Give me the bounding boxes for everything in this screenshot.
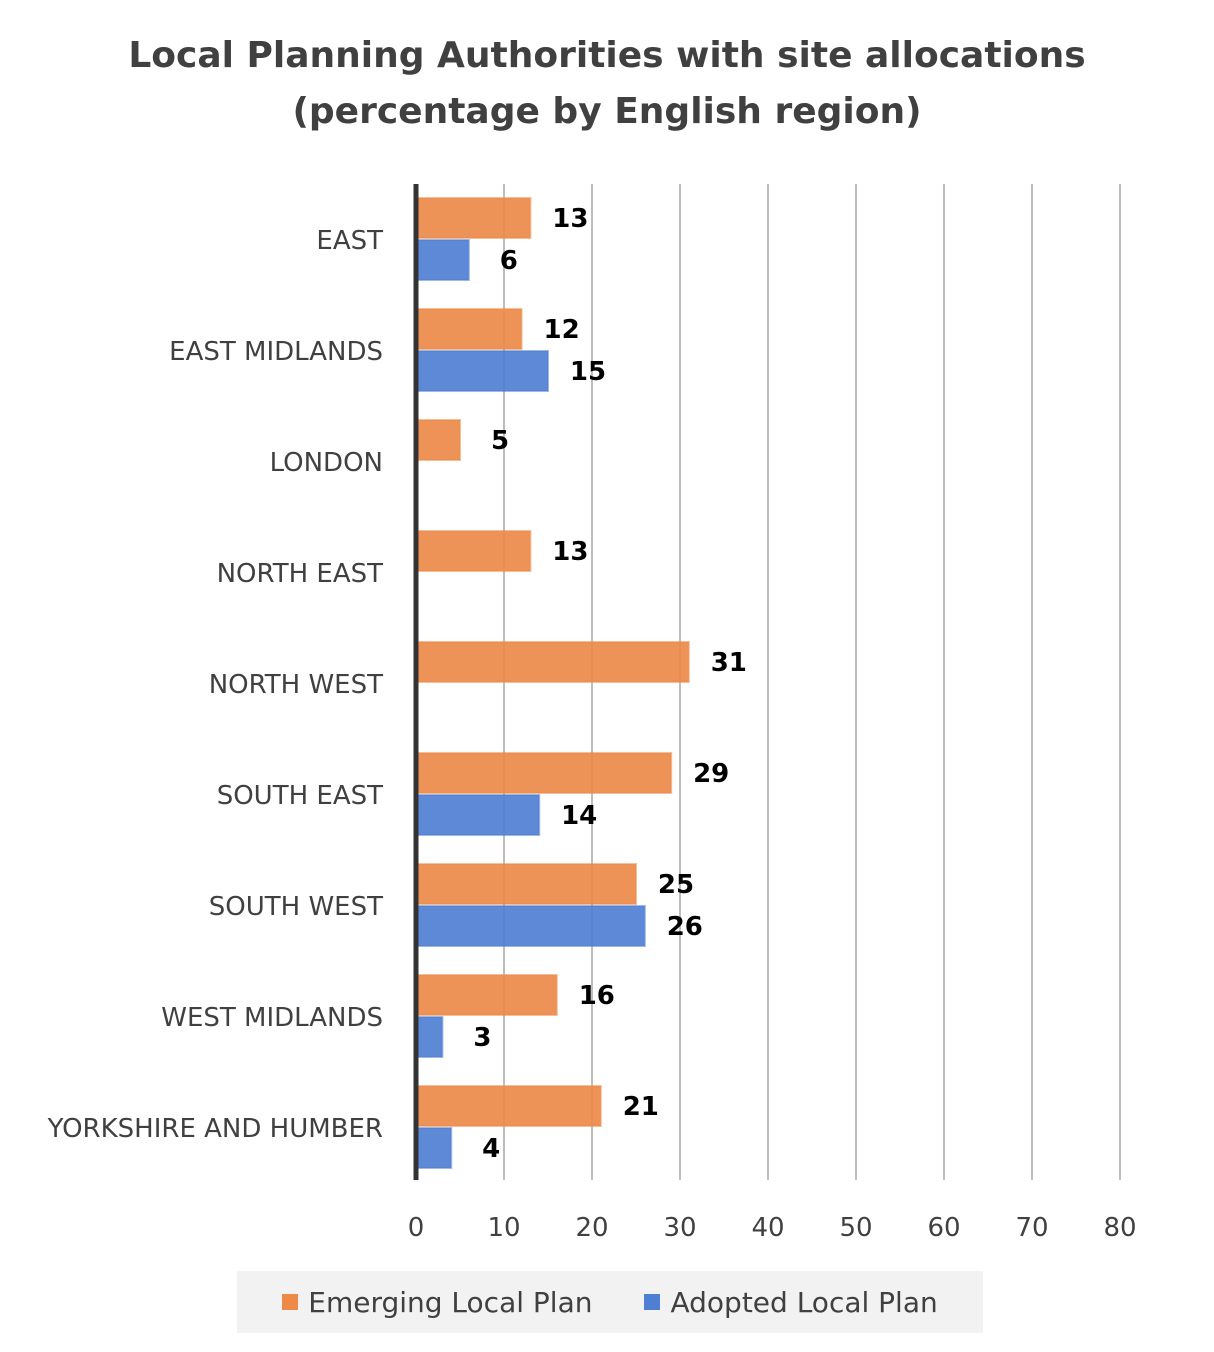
- data-label-emerging-east-midlands: 12: [544, 315, 580, 345]
- data-label-emerging-north-east: 13: [552, 537, 588, 567]
- x-tick-label-60: 60: [927, 1213, 960, 1243]
- bar-emerging-north-west: [415, 641, 690, 683]
- x-tick-label-30: 30: [663, 1213, 696, 1243]
- x-tick-label-70: 70: [1015, 1213, 1048, 1243]
- legend-item-emerging: Emerging Local Plan: [282, 1286, 592, 1319]
- x-tick-label-10: 10: [487, 1213, 520, 1243]
- data-label-adopted-east: 6: [500, 246, 518, 276]
- bars: [415, 197, 690, 1169]
- data-label-adopted-south-east: 14: [561, 801, 597, 831]
- category-label-west-midlands: WEST MIDLANDS: [161, 1003, 383, 1033]
- legend-swatch-adopted: [644, 1294, 661, 1310]
- bar-emerging-south-west: [415, 863, 637, 905]
- category-label-london: LONDON: [270, 448, 383, 478]
- bar-chart: 0 10 20 30 40 50 60 70 80 13 6 EAST 12 15 EAST MIDLAND…: [47, 184, 1137, 1243]
- category-label-east: EAST: [316, 226, 383, 256]
- category-label-south-west: SOUTH WEST: [209, 892, 383, 922]
- chart-title-line-2: (percentage by English region): [292, 91, 922, 132]
- bar-adopted-yorkshire-and-humber: [415, 1127, 453, 1169]
- bar-emerging-yorkshire-and-humber: [415, 1085, 602, 1127]
- category-label-south-east: SOUTH EAST: [217, 781, 383, 811]
- x-tick-label-20: 20: [575, 1213, 608, 1243]
- x-tick-label-80: 80: [1103, 1213, 1136, 1243]
- x-tick-label-50: 50: [839, 1213, 872, 1243]
- x-tick-label-40: 40: [751, 1213, 784, 1243]
- data-label-emerging-west-midlands: 16: [579, 981, 615, 1011]
- x-tick-label-0: 0: [408, 1213, 425, 1243]
- data-label-emerging-london: 5: [491, 426, 509, 456]
- bar-emerging-east: [415, 197, 532, 239]
- legend-label-adopted: Adopted Local Plan: [670, 1285, 938, 1319]
- bar-adopted-west-midlands: [415, 1016, 444, 1058]
- legend-item-adopted: Adopted Local Plan: [644, 1285, 938, 1319]
- bar-adopted-south-east: [415, 794, 541, 836]
- bar-adopted-south-west: [415, 905, 646, 947]
- category-label-yorkshire-and-humber: YORKSHIRE AND HUMBER: [47, 1114, 383, 1144]
- bar-emerging-east-midlands: [415, 308, 523, 350]
- bar-emerging-london: [415, 419, 461, 461]
- chart-title-line-1: Local Planning Authorities with site all…: [128, 35, 1086, 76]
- data-label-emerging-south-east: 29: [693, 759, 729, 789]
- category-label-east-midlands: EAST MIDLANDS: [169, 337, 383, 367]
- legend-swatch-emerging: [282, 1294, 299, 1310]
- data-label-emerging-east: 13: [552, 204, 588, 234]
- bar-adopted-east: [415, 239, 470, 281]
- labels: 0 10 20 30 40 50 60 70 80 13 6 EAST 12 15 EAST MIDLAND…: [47, 204, 1137, 1243]
- data-label-adopted-west-midlands: 3: [473, 1023, 491, 1053]
- bar-emerging-west-midlands: [415, 974, 558, 1016]
- chart-title: Local Planning Authorities with site all…: [0, 28, 1214, 140]
- data-label-adopted-yorkshire-and-humber: 4: [482, 1134, 500, 1164]
- category-label-north-east: NORTH EAST: [217, 559, 384, 589]
- bar-emerging-south-east: [415, 752, 673, 794]
- legend-label-emerging: Emerging Local Plan: [308, 1285, 593, 1319]
- data-label-adopted-south-west: 26: [667, 912, 703, 942]
- data-label-adopted-east-midlands: 15: [570, 357, 606, 387]
- legend: Emerging Local Plan Adopted Local Plan: [237, 1271, 983, 1333]
- data-label-emerging-south-west: 25: [658, 870, 694, 900]
- category-label-north-west: NORTH WEST: [209, 670, 383, 700]
- data-label-emerging-north-west: 31: [711, 648, 747, 678]
- bar-adopted-east-midlands: [415, 350, 549, 392]
- data-label-emerging-yorkshire-and-humber: 21: [623, 1092, 659, 1122]
- bar-emerging-north-east: [415, 530, 532, 572]
